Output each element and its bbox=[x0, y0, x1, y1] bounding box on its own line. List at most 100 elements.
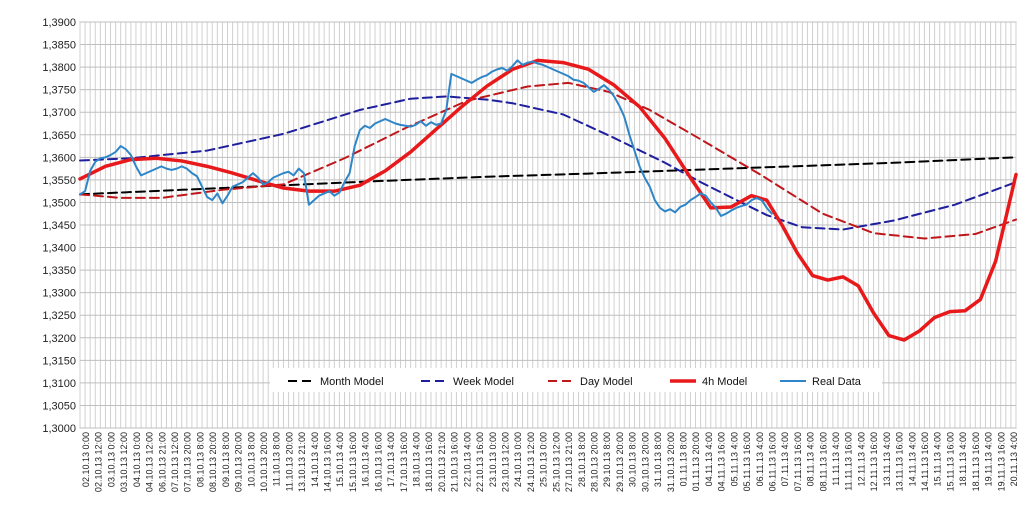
x-tick-label: 17.10.13 16:00 bbox=[399, 432, 409, 492]
x-tick-label: 03.10.13 12:00 bbox=[119, 432, 129, 492]
x-tick-label: 14.11.13 4:00 bbox=[907, 432, 917, 486]
x-tick-label: 07.10.13 12:00 bbox=[170, 432, 180, 492]
y-tick-label: 1,3750 bbox=[42, 85, 76, 97]
x-tick-label: 02.10.13 12:00 bbox=[94, 432, 104, 492]
series-layer bbox=[78, 58, 1018, 342]
x-tick-label: 24.10.13 12:00 bbox=[526, 432, 536, 492]
y-axis: 1,3000 1,3050 1,3100 1,3150 1,3200 1,3250 1,33… bbox=[42, 17, 76, 435]
y-tick-label: 1,3100 bbox=[42, 378, 76, 390]
series-line-month-model bbox=[79, 156, 1017, 196]
legend-label: Week Model bbox=[453, 376, 514, 388]
x-tick-label: 23.10.13 0:00 bbox=[488, 432, 498, 487]
x-tick-label: 06.10.13 21:00 bbox=[157, 432, 167, 492]
x-tick-label: 29.10.13 8:00 bbox=[602, 432, 612, 487]
x-tick-label: 19.11.13 4:00 bbox=[984, 432, 994, 486]
x-tick-label: 11.11.13 16:00 bbox=[844, 432, 854, 491]
x-tick-label: 27.10.13 21:00 bbox=[564, 432, 574, 492]
y-tick-label: 1,3800 bbox=[42, 62, 76, 74]
y-tick-label: 1,3900 bbox=[42, 17, 76, 29]
x-tick-label: 06.11.13 16:00 bbox=[767, 432, 777, 491]
x-tick-label: 30.10.13 8:00 bbox=[628, 432, 638, 487]
x-tick-label: 04.10.13 0:00 bbox=[132, 432, 142, 487]
x-tick-label: 18.11.13 4:00 bbox=[958, 432, 968, 486]
x-tick-label: 15.11.13 4:00 bbox=[933, 432, 943, 486]
y-tick-label: 1,3700 bbox=[42, 107, 76, 119]
y-tick-label: 1,3200 bbox=[42, 333, 76, 345]
x-tick-label: 31.10.13 20:00 bbox=[666, 432, 676, 492]
x-tick-label: 13.10.13 21:00 bbox=[297, 432, 307, 492]
x-tick-label: 18.10.13 16:00 bbox=[424, 432, 434, 492]
y-tick-label: 1,3350 bbox=[42, 265, 76, 277]
x-tick-label: 18.11.13 16:00 bbox=[971, 432, 981, 491]
x-tick-label: 14.10.13 4:00 bbox=[310, 432, 320, 487]
y-tick-label: 1,3250 bbox=[42, 310, 76, 322]
x-tick-label: 04.11.13 4:00 bbox=[704, 432, 714, 486]
series-line-real-data bbox=[79, 59, 773, 217]
x-tick-label: 16.10.13 16:00 bbox=[373, 432, 383, 492]
legend-label: Real Data bbox=[812, 376, 862, 388]
x-tick-label: 07.10.13 20:00 bbox=[183, 432, 193, 492]
x-tick-label: 08.11.13 16:00 bbox=[818, 432, 828, 491]
legend-label: Day Model bbox=[580, 376, 633, 388]
x-tick-label: 01.11.13 20:00 bbox=[691, 432, 701, 491]
x-tick-label: 15.11.13 16:00 bbox=[945, 432, 955, 491]
x-tick-label: 11.11.13 4:00 bbox=[831, 432, 841, 486]
x-tick-label: 04.11.13 16:00 bbox=[717, 432, 727, 491]
horizontal-gridlines bbox=[80, 21, 1016, 429]
x-tick-label: 15.10.13 16:00 bbox=[348, 432, 358, 492]
x-tick-label: 18.10.13 4:00 bbox=[412, 432, 422, 487]
x-tick-label: 23.10.13 12:00 bbox=[501, 432, 511, 492]
x-tick-label: 07.11.13 4:00 bbox=[780, 432, 790, 486]
x-tick-label: 05.11.13 4:00 bbox=[729, 432, 739, 486]
legend-label: Month Model bbox=[320, 376, 384, 388]
y-tick-label: 1,3500 bbox=[42, 197, 76, 209]
x-tick-label: 05.11.13 16:00 bbox=[742, 432, 752, 491]
x-tick-label: 13.11.13 4:00 bbox=[882, 432, 892, 486]
x-tick-label: 09.10.13 20:00 bbox=[234, 432, 244, 492]
x-tick-label: 20.11.13 4:00 bbox=[1009, 432, 1019, 486]
x-tick-label: 25.10.13 0:00 bbox=[539, 432, 549, 487]
x-tick-label: 01.11.13 8:00 bbox=[678, 432, 688, 486]
y-tick-label: 1,3300 bbox=[42, 288, 76, 300]
y-tick-label: 1,3000 bbox=[42, 423, 76, 435]
legend: Month Model Week Model Day Model 4h Model Re… bbox=[270, 368, 882, 392]
x-tick-label: 07.11.13 16:00 bbox=[793, 432, 803, 491]
x-tick-label: 09.10.13 8:00 bbox=[221, 432, 231, 487]
x-tick-label: 12.11.13 4:00 bbox=[856, 432, 866, 486]
legend-label: 4h Model bbox=[702, 376, 747, 388]
x-tick-label: 06.11.13 4:00 bbox=[755, 432, 765, 486]
y-tick-label: 1,3150 bbox=[42, 355, 76, 367]
x-tick-label: 14.11.13 16:00 bbox=[920, 432, 930, 491]
x-tick-label: 28.10.13 8:00 bbox=[577, 432, 587, 487]
y-tick-label: 1,3650 bbox=[42, 130, 76, 142]
y-tick-label: 1,3400 bbox=[42, 243, 76, 255]
x-tick-label: 25.10.13 12:00 bbox=[551, 432, 561, 492]
x-tick-label: 30.10.13 20:00 bbox=[640, 432, 650, 492]
x-tick-label: 08.11.13 4:00 bbox=[806, 432, 816, 486]
y-tick-label: 1,3550 bbox=[42, 175, 76, 187]
x-tick-label: 08.10.13 20:00 bbox=[208, 432, 218, 492]
x-tick-label: 12.11.13 16:00 bbox=[869, 432, 879, 491]
y-tick-label: 1,3450 bbox=[42, 220, 76, 232]
y-tick-label: 1,3850 bbox=[42, 40, 76, 52]
x-tick-label: 04.10.13 12:00 bbox=[145, 432, 155, 492]
x-tick-label: 02.10.13 0:00 bbox=[81, 432, 91, 487]
x-tick-label: 17.10.13 4:00 bbox=[386, 432, 396, 487]
x-tick-label: 28.10.13 20:00 bbox=[589, 432, 599, 492]
y-tick-label: 1,3600 bbox=[42, 152, 76, 164]
x-tick-label: 22.10.13 4:00 bbox=[462, 432, 472, 487]
x-tick-label: 13.11.13 16:00 bbox=[895, 432, 905, 491]
x-tick-label: 15.10.13 4:00 bbox=[335, 432, 345, 487]
x-tick-label: 03.10.13 0:00 bbox=[106, 432, 116, 487]
x-tick-label: 22.10.13 16:00 bbox=[475, 432, 485, 492]
x-tick-label: 21.10.13 16:00 bbox=[450, 432, 460, 492]
x-tick-label: 11.10.13 8:00 bbox=[272, 432, 282, 486]
x-tick-label: 11.10.13 20:00 bbox=[284, 432, 294, 491]
x-tick-label: 31.10.13 8:00 bbox=[653, 432, 663, 487]
series-line-week-model bbox=[79, 95, 1017, 231]
x-tick-label: 10.10.13 20:00 bbox=[259, 432, 269, 492]
x-tick-label: 10.10.13 8:00 bbox=[246, 432, 256, 487]
x-tick-label: 08.10.13 8:00 bbox=[195, 432, 205, 487]
x-tick-label: 14.10.13 16:00 bbox=[323, 432, 333, 492]
